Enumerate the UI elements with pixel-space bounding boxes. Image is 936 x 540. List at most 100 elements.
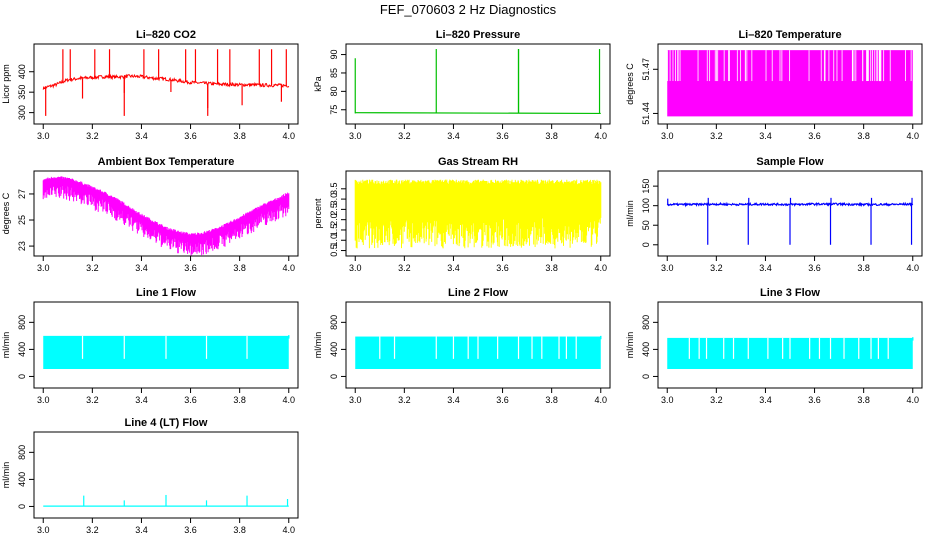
pressure-trace	[355, 112, 601, 115]
x-tick-label: 3.4	[447, 395, 460, 405]
x-tick-label: 4.0	[907, 395, 920, 405]
x-tick-label: 3.6	[808, 131, 821, 141]
series-5	[354, 179, 602, 249]
x-tick-label: 3.4	[135, 263, 148, 273]
panel-title: Li–820 Temperature	[738, 29, 841, 41]
series-6	[666, 197, 914, 245]
x-tick-label: 3.6	[184, 395, 197, 405]
x-tick-label: 3.8	[233, 263, 246, 273]
x-tick-label: 3.4	[759, 131, 772, 141]
x-tick-label: 3.4	[447, 263, 460, 273]
y-tick-label: 400	[17, 64, 27, 79]
series-8	[355, 335, 602, 370]
x-tick-label: 3.6	[184, 263, 197, 273]
x-tick-label: 3.2	[86, 263, 99, 273]
y-axis-label: ml/min	[625, 200, 635, 227]
x-tick-label: 4.0	[283, 131, 296, 141]
y-tick-label: 400	[17, 342, 27, 357]
x-tick-label: 3.2	[86, 395, 99, 405]
plot-frame	[345, 170, 611, 257]
x-tick-label: 3.8	[545, 263, 558, 273]
y-tick-label: 1.0	[329, 234, 339, 247]
x-tick-label: 3.2	[710, 263, 723, 273]
x-tick-label: 3.0	[349, 263, 362, 273]
y-tick-label: 75	[329, 105, 339, 115]
x-tick-label: 3.4	[759, 395, 772, 405]
plot-frame	[33, 170, 299, 257]
x-tick-label: 3.4	[135, 525, 148, 535]
y-tick-label: 350	[17, 85, 27, 100]
x-tick-label: 3.4	[447, 131, 460, 141]
x-tick-label: 3.0	[37, 263, 50, 273]
plot-frame	[657, 170, 923, 257]
x-tick-label: 3.8	[233, 525, 246, 535]
x-tick-label: 3.0	[37, 131, 50, 141]
y-tick-label: 0	[17, 374, 27, 379]
plot-frame	[33, 43, 299, 125]
ambient-temperature-trace	[42, 176, 290, 256]
y-tick-label: 2.0	[329, 213, 339, 226]
x-tick-label: 4.0	[595, 263, 608, 273]
x-tick-label: 4.0	[283, 263, 296, 273]
y-tick-label: 0	[641, 242, 651, 247]
x-tick-label: 3.8	[857, 131, 870, 141]
y-tick-label: 800	[17, 445, 27, 460]
x-tick-label: 3.2	[710, 131, 723, 141]
y-tick-label: 150	[641, 179, 651, 194]
series-9	[667, 337, 914, 370]
panel-3: Li–820 Temperature degrees C 3.0 3.2 3.4 3.6 3…	[625, 29, 923, 141]
x-tick-label: 3.2	[398, 131, 411, 141]
series-10	[43, 494, 289, 507]
x-tick-label: 3.4	[759, 263, 772, 273]
y-axis-label: degrees C	[1, 192, 11, 234]
x-tick-label: 3.6	[496, 263, 509, 273]
x-tick-label: 3.6	[808, 263, 821, 273]
y-tick-label: 800	[641, 315, 651, 330]
y-axis-label: degrees C	[625, 63, 635, 105]
x-tick-label: 3.2	[86, 131, 99, 141]
y-tick-label: 90	[329, 50, 339, 60]
y-tick-label: 2.5	[329, 203, 339, 216]
y-tick-label: 3.5	[329, 183, 339, 196]
series-1	[42, 49, 290, 116]
x-tick-label: 3.0	[37, 395, 50, 405]
y-tick-label: 400	[17, 472, 27, 487]
x-tick-label: 3.8	[857, 395, 870, 405]
plot-frame	[345, 301, 611, 389]
plot-frame	[345, 43, 611, 125]
y-tick-label: 100	[641, 198, 651, 213]
x-tick-label: 3.6	[496, 131, 509, 141]
series-7	[43, 335, 290, 370]
x-tick-label: 3.6	[808, 395, 821, 405]
y-tick-label: 400	[641, 342, 651, 357]
y-axis-label: Licor ppm	[1, 64, 11, 104]
x-tick-label: 3.0	[661, 263, 674, 273]
panel-title: Ambient Box Temperature	[98, 156, 235, 168]
panel-title: Sample Flow	[756, 156, 824, 168]
y-tick-label: 51.44	[641, 102, 651, 125]
y-tick-label: 25	[17, 215, 27, 225]
x-tick-label: 3.2	[398, 263, 411, 273]
x-tick-label: 3.6	[184, 525, 197, 535]
y-tick-label: 800	[329, 315, 339, 330]
x-tick-label: 3.4	[135, 131, 148, 141]
y-tick-label: 23	[17, 241, 27, 251]
x-tick-label: 3.2	[710, 395, 723, 405]
y-tick-label: 0	[641, 374, 651, 379]
x-tick-label: 3.8	[857, 263, 870, 273]
panel-title: Li–820 CO2	[136, 29, 196, 41]
x-tick-label: 4.0	[595, 131, 608, 141]
panel-1: Li–820 CO2 Licor ppm 3.0 3.2 3.4 3.6 3.8 4.0 300…	[1, 29, 299, 141]
series-2	[354, 49, 601, 115]
panel-title: Line 2 Flow	[448, 287, 508, 299]
x-tick-label: 3.6	[496, 395, 509, 405]
y-tick-label: 0	[329, 374, 339, 379]
rh-trace	[354, 179, 602, 249]
series-4	[42, 176, 290, 256]
panel-9: Line 3 Flow ml/min 3.0 3.2 3.4 3.6 3.8 4.0 0 400 8…	[625, 287, 923, 405]
x-tick-label: 3.0	[661, 395, 674, 405]
x-tick-label: 4.0	[907, 263, 920, 273]
plot-frame	[657, 301, 923, 389]
y-axis-label: ml/min	[625, 332, 635, 359]
